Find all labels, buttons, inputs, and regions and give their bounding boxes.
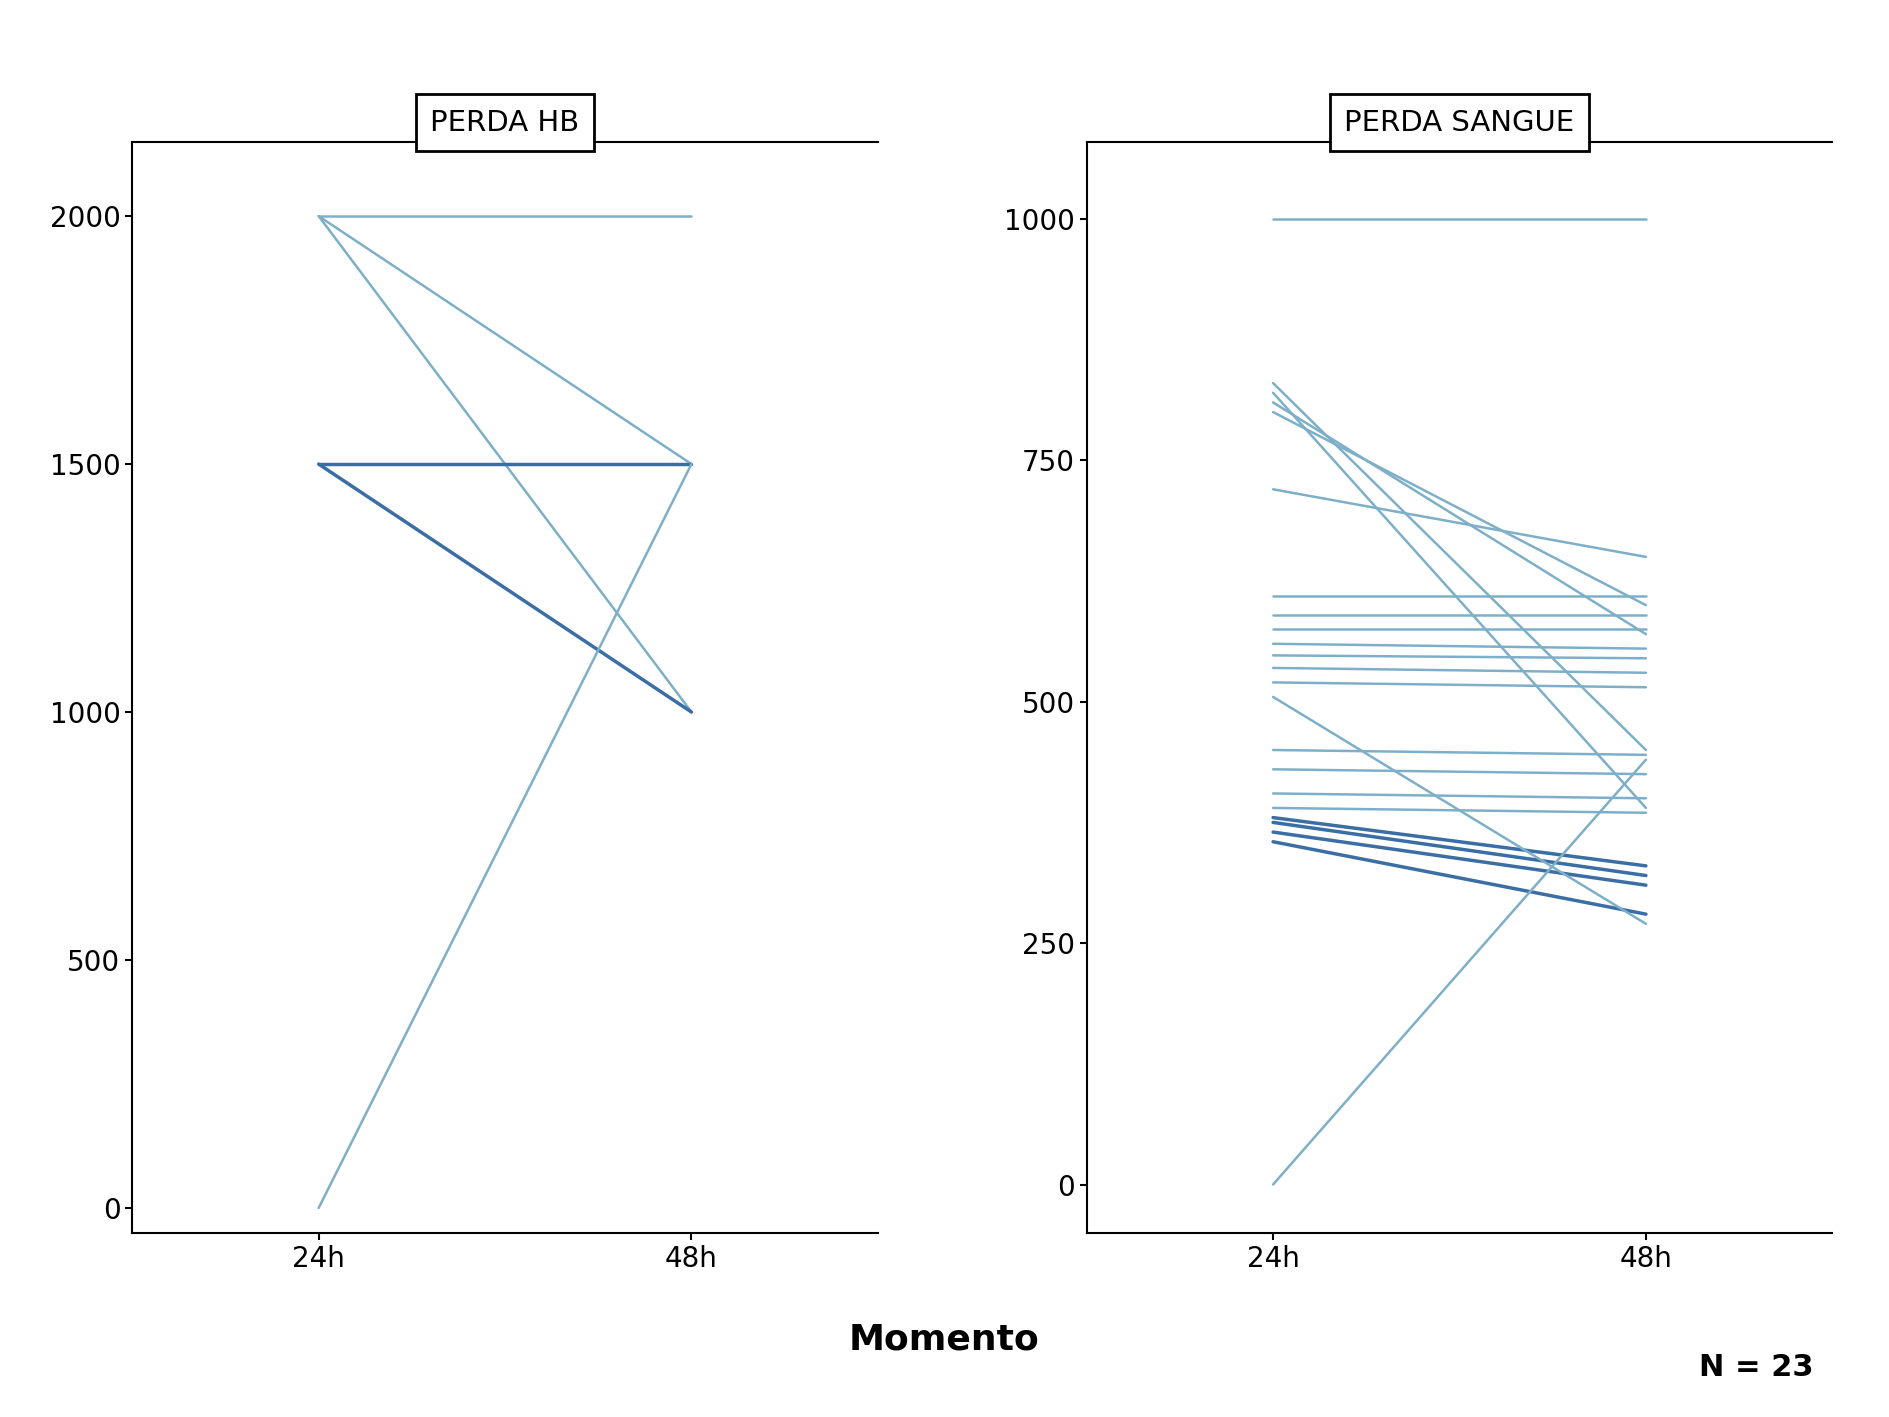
Text: N = 23: N = 23 bbox=[1698, 1353, 1813, 1382]
Title: PERDA SANGUE: PERDA SANGUE bbox=[1345, 109, 1575, 136]
Title: PERDA HB: PERDA HB bbox=[431, 109, 580, 136]
Text: Momento: Momento bbox=[850, 1322, 1039, 1356]
